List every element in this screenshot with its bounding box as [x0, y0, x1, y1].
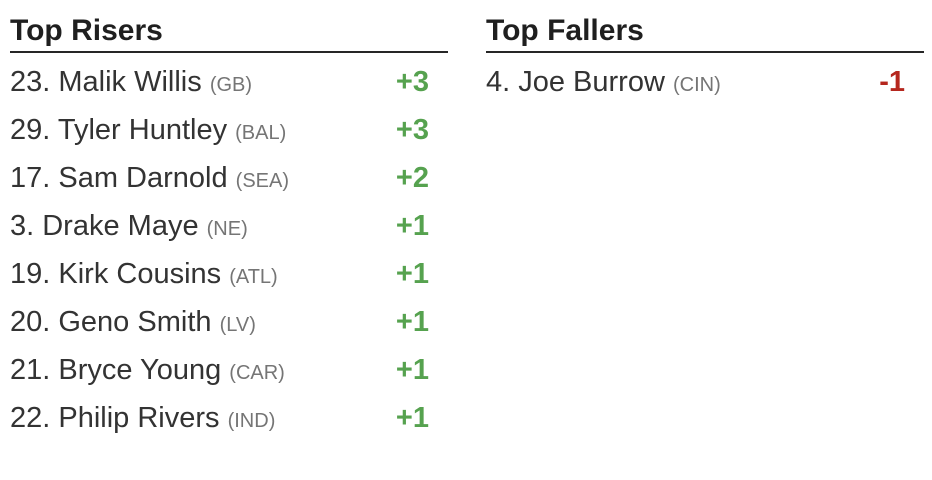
player-row: 22. Philip Rivers (IND) +1 [10, 394, 448, 442]
player-cell: 23. Malik Willis (GB) [10, 58, 341, 106]
top-risers-table: 23. Malik Willis (GB) +3 29. Tyler Huntley… [10, 58, 448, 442]
rank-change-value: +1 [395, 353, 429, 386]
rank-change-value: -1 [879, 65, 905, 98]
player-cell: 21. Bryce Young (CAR) [10, 346, 341, 394]
player-team-abbr: (LV) [219, 313, 256, 336]
player-team-abbr: (GB) [209, 73, 253, 96]
rank-change-value: +3 [395, 65, 429, 98]
player-rank-name: 22. Philip Rivers [10, 401, 228, 434]
top-risers-divider [10, 51, 448, 53]
player-cell: 17. Sam Darnold (SEA) [10, 154, 341, 202]
rank-change-value: +1 [395, 257, 429, 290]
player-row: 21. Bryce Young (CAR) +1 [10, 346, 448, 394]
rank-change-value: +3 [395, 113, 429, 146]
player-rank-name: 23. Malik Willis [10, 65, 210, 98]
player-team-abbr: (IND) [227, 409, 276, 432]
player-team-abbr: (CAR) [229, 361, 285, 384]
player-team-abbr: (CIN) [672, 73, 721, 96]
rank-change-value: +1 [395, 209, 429, 242]
player-team-abbr: (NE) [206, 217, 248, 240]
player-rank-name: 19. Kirk Cousins [10, 257, 230, 290]
rank-change-value: +1 [395, 401, 429, 434]
player-row: 4. Joe Burrow (CIN) -1 [486, 58, 924, 106]
player-team-abbr: (ATL) [229, 265, 278, 288]
player-row: 29. Tyler Huntley (BAL) +3 [10, 106, 448, 154]
top-fallers-section: Top Fallers 4. Joe Burrow (CIN) -1 [486, 10, 924, 442]
rankings-movers-panel: Top Risers 23. Malik Willis (GB) +3 29. Ty… [10, 10, 924, 442]
player-row: 17. Sam Darnold (SEA) +2 [10, 154, 448, 202]
top-fallers-table: 4. Joe Burrow (CIN) -1 [486, 58, 924, 106]
player-rank-name: 3. Drake Maye [10, 209, 207, 242]
player-cell: 3. Drake Maye (NE) [10, 202, 341, 250]
top-risers-section: Top Risers 23. Malik Willis (GB) +3 29. Ty… [10, 10, 448, 442]
top-fallers-heading: Top Fallers [486, 14, 644, 47]
player-cell: 19. Kirk Cousins (ATL) [10, 250, 341, 298]
player-row: 20. Geno Smith (LV) +1 [10, 298, 448, 346]
player-team-abbr: (BAL) [235, 121, 287, 144]
player-row: 3. Drake Maye (NE) +1 [10, 202, 448, 250]
player-rank-name: 29. Tyler Huntley [10, 113, 236, 146]
player-cell: 20. Geno Smith (LV) [10, 298, 341, 346]
player-row: 23. Malik Willis (GB) +3 [10, 58, 448, 106]
player-rank-name: 4. Joe Burrow [486, 65, 673, 98]
player-rank-name: 20. Geno Smith [10, 305, 220, 338]
player-team-abbr: (SEA) [235, 169, 290, 192]
player-cell: 29. Tyler Huntley (BAL) [10, 106, 341, 154]
player-row: 19. Kirk Cousins (ATL) +1 [10, 250, 448, 298]
player-cell: 4. Joe Burrow (CIN) [486, 58, 817, 106]
rank-change-value: +1 [395, 305, 429, 338]
top-fallers-divider [486, 51, 924, 53]
player-rank-name: 17. Sam Darnold [10, 161, 236, 194]
rank-change-value: +2 [395, 161, 429, 194]
player-cell: 22. Philip Rivers (IND) [10, 394, 341, 442]
player-rank-name: 21. Bryce Young [10, 353, 230, 386]
top-risers-heading: Top Risers [10, 14, 163, 47]
